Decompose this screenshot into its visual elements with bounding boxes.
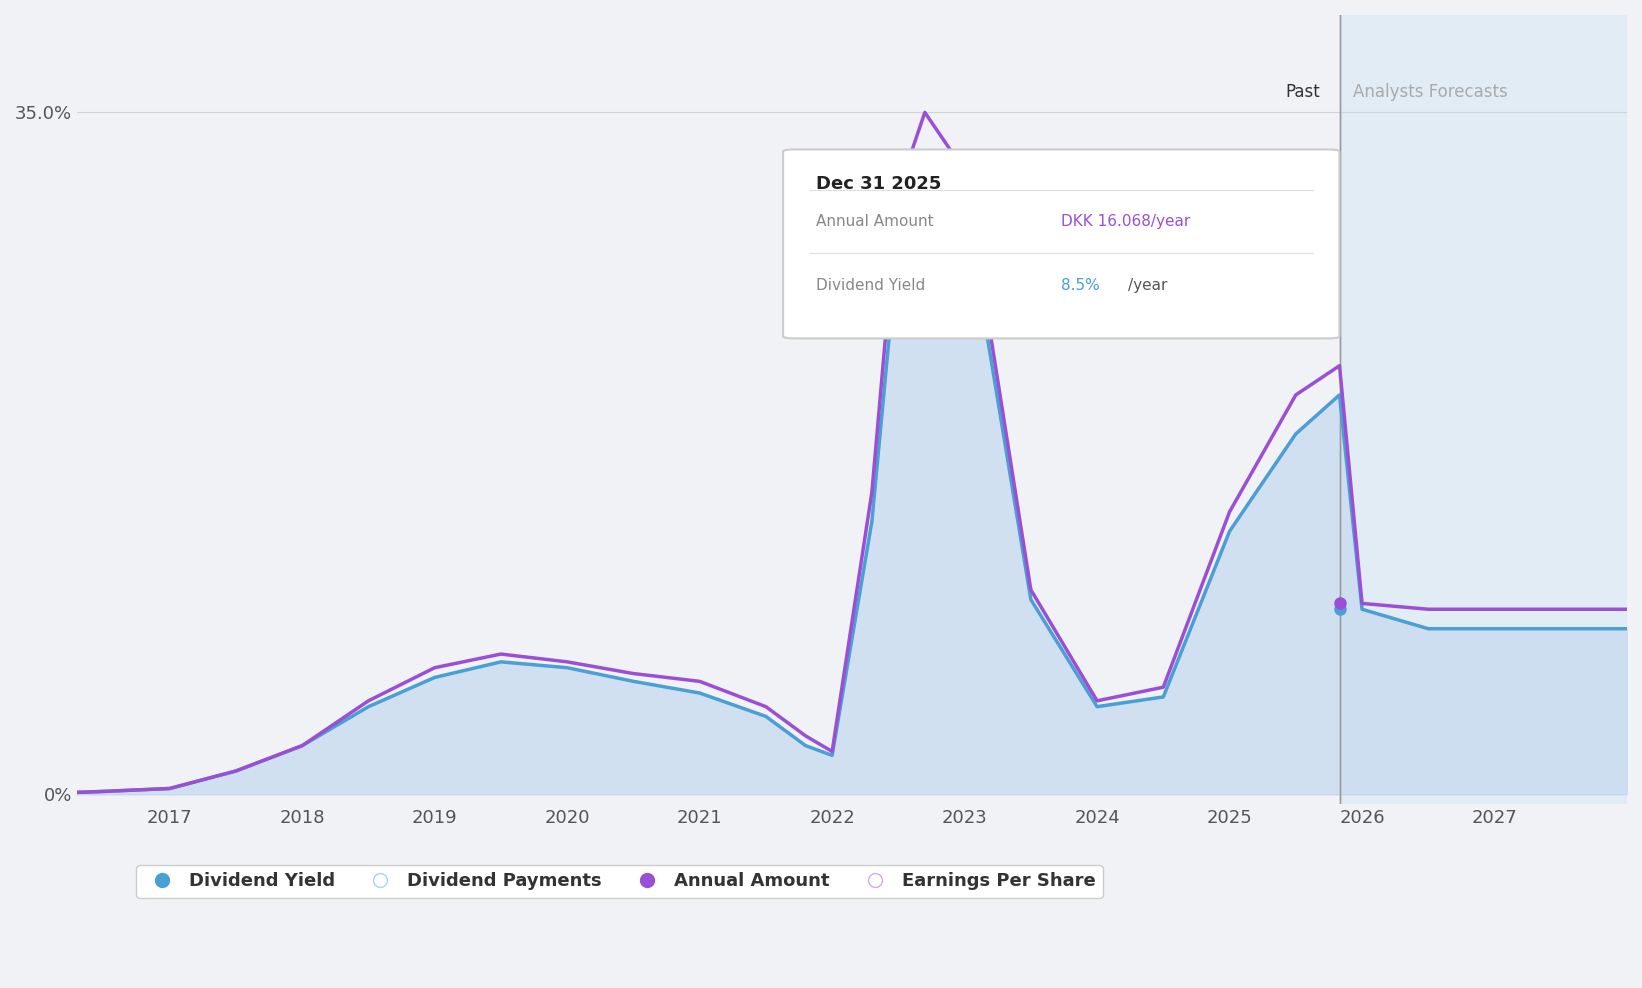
Text: Analysts Forecasts: Analysts Forecasts <box>1353 83 1507 101</box>
Text: Dec 31 2025: Dec 31 2025 <box>816 175 941 193</box>
Text: 8.5%: 8.5% <box>1061 278 1100 293</box>
Text: DKK 16.068/year: DKK 16.068/year <box>1061 213 1190 229</box>
Text: /year: /year <box>1128 278 1167 293</box>
FancyBboxPatch shape <box>783 149 1340 339</box>
Legend: Dividend Yield, Dividend Payments, Annual Amount, Earnings Per Share: Dividend Yield, Dividend Payments, Annua… <box>136 865 1103 898</box>
Text: Past: Past <box>1286 83 1320 101</box>
Text: Dividend Yield: Dividend Yield <box>816 278 926 293</box>
Bar <box>1340 15 1627 804</box>
Text: Annual Amount: Annual Amount <box>816 213 934 229</box>
